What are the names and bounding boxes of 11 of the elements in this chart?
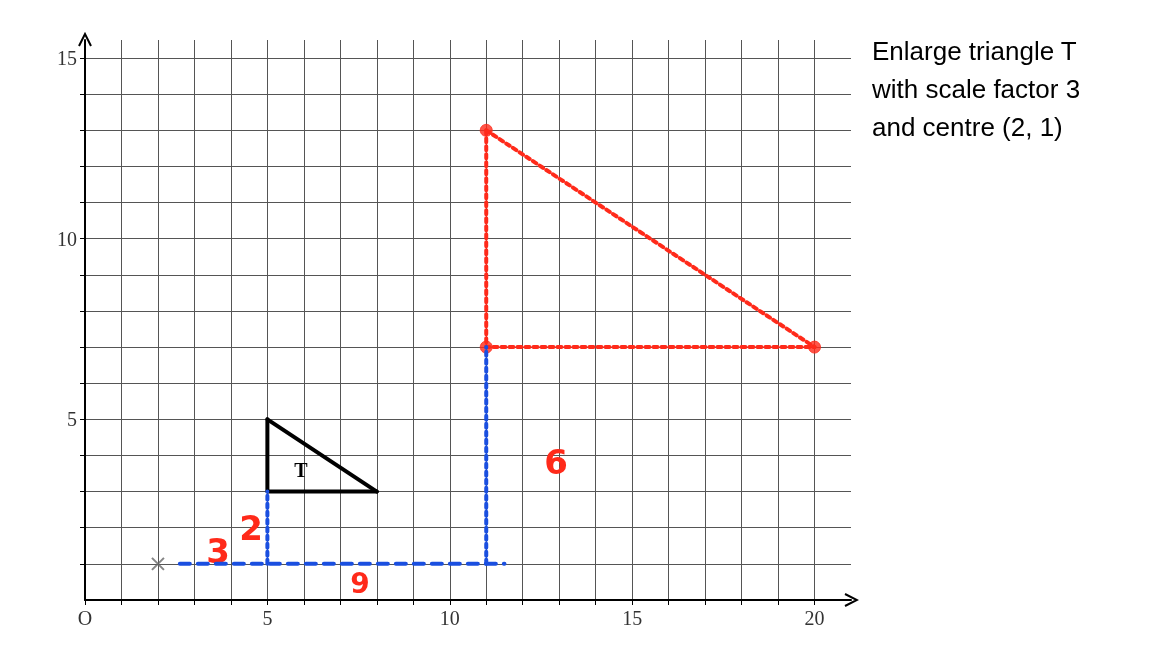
x-tick-label: O [77, 607, 93, 629]
y-tick-label: 5 [67, 408, 77, 431]
x-tick-label: 15 [622, 607, 643, 629]
x-tick-label: 10 [439, 607, 460, 629]
annotation: 9 [350, 566, 370, 600]
y-tick-label: 10 [57, 227, 77, 250]
text: Enlarge triangle T with scale factor 3 and centre (2, 1) [871, 36, 1088, 142]
x-tick-label: 20 [804, 607, 825, 629]
y-tick-label: 15 [57, 47, 77, 70]
annotation: 3 [206, 531, 230, 571]
x-tick-label: 5 [262, 607, 273, 629]
